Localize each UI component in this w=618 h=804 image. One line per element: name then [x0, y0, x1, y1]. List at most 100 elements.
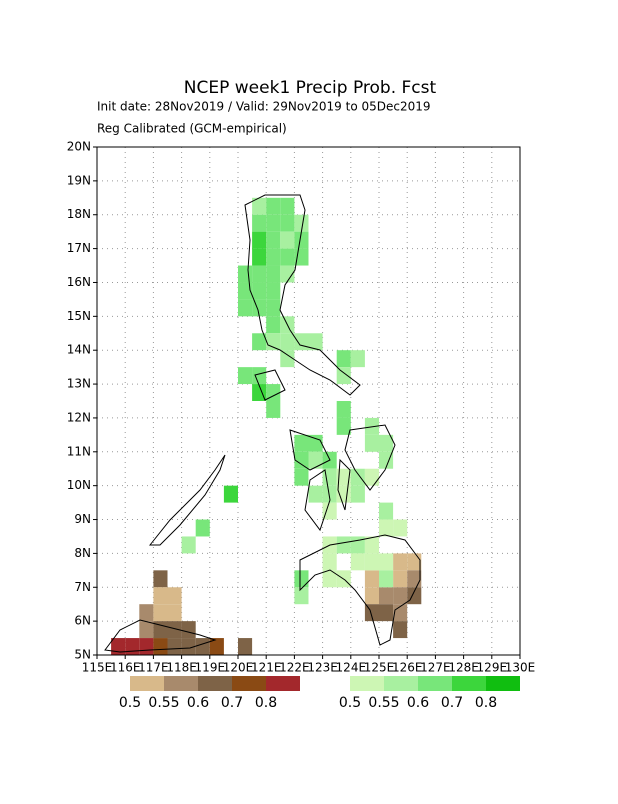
y-tick-label: 10N [67, 478, 91, 492]
x-tick-label: 124E [336, 661, 367, 675]
y-tick-label: 7N [74, 580, 91, 594]
prob-cell [308, 333, 323, 351]
prob-cell [195, 638, 210, 655]
prob-cell [364, 434, 379, 452]
colorbar-box [486, 676, 520, 691]
prob-cell [379, 604, 394, 622]
prob-cell [153, 570, 168, 588]
prob-cell [350, 350, 365, 368]
colorbar-label: 0.7 [221, 695, 243, 711]
colorbar-label: 0.5 [119, 695, 141, 711]
prob-cell [379, 451, 394, 469]
y-tick-label: 17N [67, 241, 91, 255]
prob-cell [350, 485, 365, 503]
prob-cell [364, 553, 379, 571]
prob-cell [181, 621, 196, 639]
prob-cell [280, 231, 295, 249]
prob-cell [167, 638, 182, 655]
prob-cell [364, 468, 379, 486]
coast [148, 454, 226, 546]
prob-cell [393, 587, 408, 605]
x-tick-label: 127E [420, 661, 451, 675]
prob-cell [294, 570, 309, 588]
x-tick-label: 119E [195, 661, 226, 675]
prob-cell [379, 570, 394, 588]
prob-cell [167, 621, 182, 639]
prob-cell [280, 197, 295, 215]
prob-cell [364, 570, 379, 588]
prob-cell [238, 367, 253, 385]
prob-cell [266, 248, 281, 266]
prob-cell [280, 265, 295, 283]
x-tick-label: 115E [82, 661, 113, 675]
colorbar-label: 0.6 [187, 695, 209, 711]
prob-cell [266, 214, 281, 232]
prob-cell [308, 485, 323, 503]
y-tick-label: 11N [67, 444, 91, 458]
prob-cell [266, 282, 281, 300]
x-tick-label: 120E [223, 661, 254, 675]
prob-cell [181, 638, 196, 655]
chart-title: NCEP week1 Precip Prob. Fcst [184, 78, 437, 98]
prob-cell [195, 519, 210, 537]
prob-cell [153, 638, 168, 655]
prob-cell [322, 468, 337, 486]
colorbar-label: 0.6 [407, 695, 429, 711]
prob-cell [252, 248, 267, 266]
coast [104, 619, 217, 653]
x-tick-label: 122E [279, 661, 310, 675]
prob-cell [379, 502, 394, 520]
prob-cell [153, 621, 168, 639]
coast [304, 469, 331, 532]
prob-cell [139, 621, 154, 639]
prob-cell [266, 401, 281, 418]
x-tick-label: 129E [477, 661, 508, 675]
coast [299, 534, 421, 646]
colorbar-label: 0.55 [368, 695, 399, 711]
prob-cell [322, 502, 337, 520]
colorbar-box [452, 676, 486, 691]
prob-cell [336, 401, 351, 418]
prob-cell [294, 434, 309, 452]
y-tick-label: 19N [67, 173, 91, 187]
y-tick-label: 5N [74, 648, 91, 662]
prob-cell [407, 553, 422, 571]
coast [254, 369, 286, 401]
colorbar-box [164, 676, 198, 691]
prob-cell [294, 333, 309, 351]
prob-cell [350, 553, 365, 571]
coastline [104, 194, 421, 653]
prob-cell [294, 231, 309, 249]
coast [244, 194, 361, 396]
colorbar-box [232, 676, 266, 691]
prob-cell [238, 282, 253, 300]
colorbar-label: 0.5 [339, 695, 361, 711]
prob-cell [181, 536, 196, 554]
prob-cell [280, 214, 295, 232]
y-tick-label: 6N [74, 614, 91, 628]
y-tick-label: 13N [67, 377, 91, 391]
prob-cell [252, 367, 267, 385]
prob-cell [308, 434, 323, 452]
prob-cell [266, 299, 281, 317]
y-tick-label: 8N [74, 546, 91, 560]
prob-cell [336, 468, 351, 486]
coast [344, 424, 396, 491]
prob-cell [379, 587, 394, 605]
y-tick-label: 20N [67, 140, 91, 154]
x-tick-label: 123E [307, 661, 338, 675]
coast [337, 458, 351, 511]
prob-cell [238, 638, 253, 655]
prob-cell [393, 570, 408, 588]
prob-cell [139, 604, 154, 622]
prob-cell [266, 231, 281, 249]
colorbar-label: 0.8 [255, 695, 277, 711]
y-tick-label: 12N [67, 410, 91, 424]
subtitle: Init date: 28Nov2019 / Valid: 29Nov2019 … [97, 100, 431, 114]
x-tick-label: 126E [392, 661, 423, 675]
colorbar-label: 0.55 [148, 695, 179, 711]
prob-cell [252, 282, 267, 300]
prob-cell [167, 604, 182, 622]
prob-cell [393, 621, 408, 639]
